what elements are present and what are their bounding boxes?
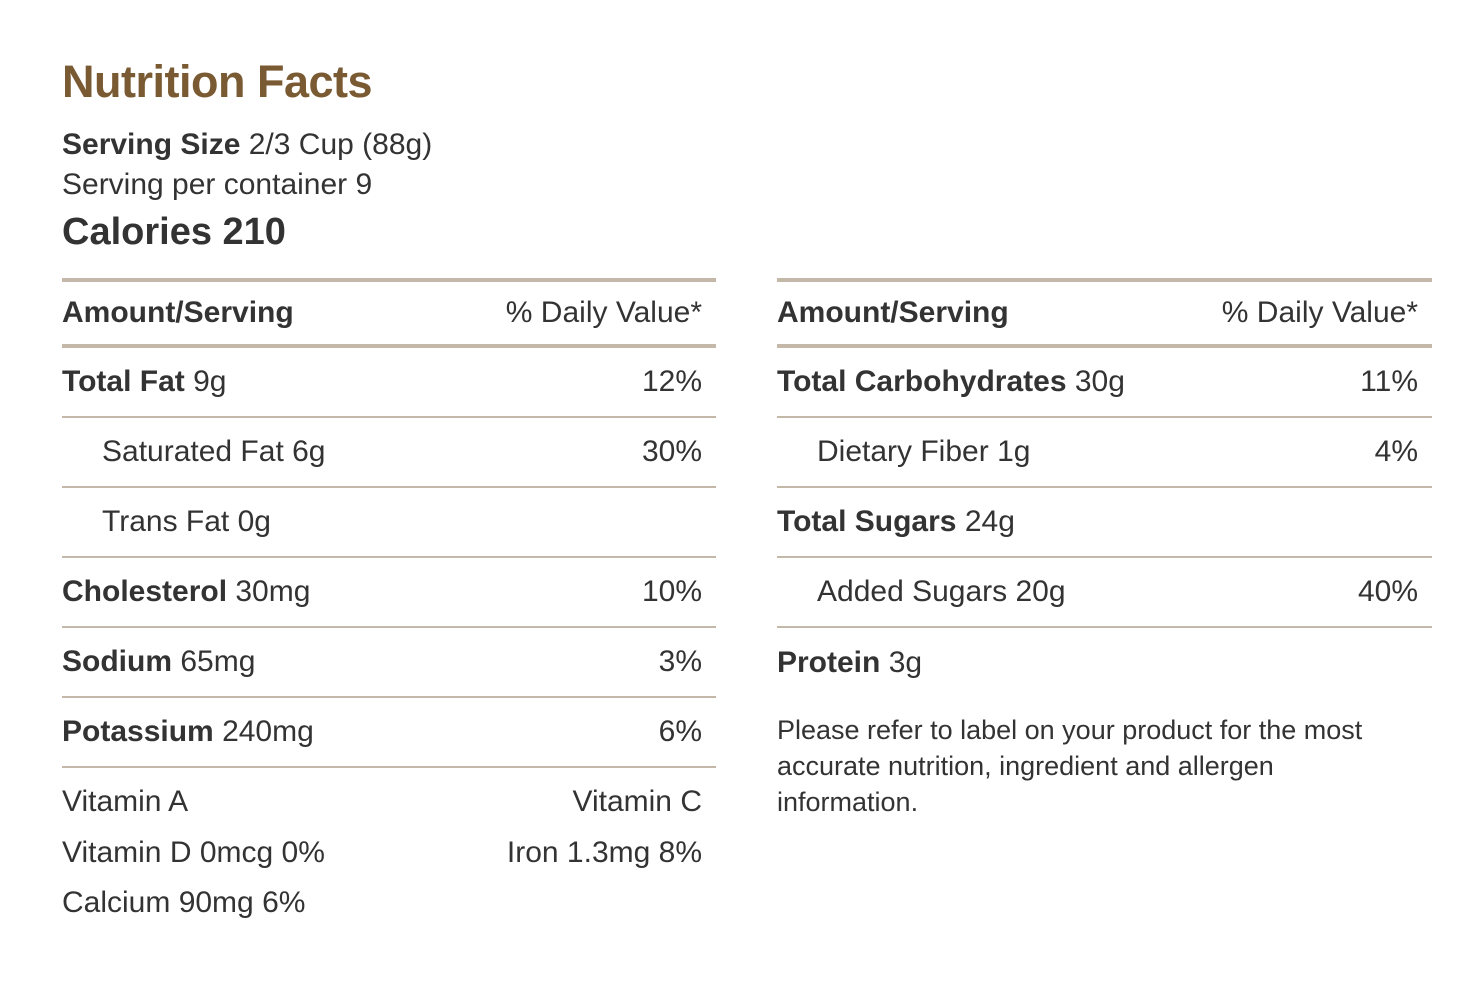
nutrient-name: Cholesterol [62, 575, 228, 608]
calories: Calories 210 [62, 209, 286, 255]
nutrient-amount: 3g [888, 646, 923, 679]
amount-header: Amount/Serving [777, 296, 1009, 329]
nutrient-amount: 1g [997, 435, 1031, 468]
nutrient-amount: 240mg [222, 715, 314, 748]
nutrient-dv: 12% [641, 365, 702, 398]
calcium: Calcium 90mg 6% [62, 886, 306, 919]
nutrient-amount: 65mg [180, 645, 256, 678]
nutrient-amount: 30mg [235, 575, 311, 608]
vitamin-d: Vitamin D 0mcg 0% [62, 836, 325, 869]
nutrient-name: Total Carbohydrates [777, 365, 1067, 398]
iron: Iron 1.3mg 8% [506, 836, 702, 869]
nutrient-dv: 30% [641, 435, 702, 468]
serving-size: Serving Size 2/3 Cup (88g) [62, 126, 432, 164]
amount-header: Amount/Serving [62, 296, 294, 329]
page-title: Nutrition Facts [62, 56, 373, 107]
nutrient-row-protein: Protein 3g [777, 628, 1432, 698]
vitamin-a: Vitamin A [62, 785, 189, 818]
nutrient-row-sodium: Sodium 65mg 3% [62, 628, 716, 698]
nutrient-amount: 9g [193, 365, 227, 398]
nutrient-amount: 0g [237, 505, 271, 538]
nutrient-row-potassium: Potassium 240mg 6% [62, 698, 716, 768]
serving-size-label: Serving Size [62, 128, 241, 161]
nutrient-dv: 10% [641, 575, 702, 608]
nutrient-dv: 3% [658, 645, 702, 678]
nutrient-row-total-carbohydrates: Total Carbohydrates 30g 11% [777, 348, 1432, 418]
nutrient-name: Added Sugars [817, 575, 1008, 608]
right-nutrient-table: Amount/Serving % Daily Value* Total Carb… [777, 278, 1432, 820]
nutrient-name: Trans Fat [102, 505, 230, 538]
serving-size-value: 2/3 Cup (88g) [248, 128, 433, 161]
nutrient-row-dietary-fiber: Dietary Fiber 1g 4% [777, 418, 1432, 488]
daily-value-header: % Daily Value* [1221, 296, 1418, 329]
nutrient-row-total-sugars: Total Sugars 24g [777, 488, 1432, 558]
nutrient-dv: 6% [658, 715, 702, 748]
nutrient-name: Saturated Fat [102, 435, 284, 468]
nutrient-row-trans-fat: Trans Fat 0g [62, 488, 716, 558]
vitamins-section: Vitamin A Vitamin C Vitamin D 0mcg 0% Ir… [62, 776, 716, 928]
nutrient-row-cholesterol: Cholesterol 30mg 10% [62, 558, 716, 628]
disclaimer-note: Please refer to label on your product fo… [777, 715, 1363, 817]
nutrient-name: Total Sugars [777, 505, 957, 538]
nutrient-dv: 11% [1360, 365, 1418, 398]
nutrient-name: Protein [777, 646, 881, 679]
left-nutrient-table: Amount/Serving % Daily Value* Total Fat … [62, 278, 716, 928]
nutrient-amount: 20g [1015, 575, 1066, 608]
table-header: Amount/Serving % Daily Value* [62, 278, 716, 348]
nutrient-amount: 24g [964, 505, 1015, 538]
daily-value-header: % Daily Value* [505, 296, 702, 329]
nutrient-amount: 6g [292, 435, 326, 468]
nutrient-name: Sodium [62, 645, 172, 678]
vitamin-c: Vitamin C [572, 785, 703, 818]
nutrient-row-saturated-fat: Saturated Fat 6g 30% [62, 418, 716, 488]
nutrient-name: Total Fat [62, 365, 185, 398]
nutrient-row-added-sugars: Added Sugars 20g 40% [777, 558, 1432, 628]
servings-per-container: Serving per container 9 [62, 168, 373, 201]
calories-value: 210 [222, 211, 286, 253]
nutrient-dv: 40% [1357, 575, 1418, 608]
table-header: Amount/Serving % Daily Value* [777, 278, 1432, 348]
nutrient-row-total-fat: Total Fat 9g 12% [62, 348, 716, 418]
nutrient-dv: 4% [1374, 435, 1418, 468]
nutrient-name: Potassium [62, 715, 214, 748]
nutrient-amount: 30g [1074, 365, 1125, 398]
nutrient-name: Dietary Fiber [817, 435, 989, 468]
calories-label: Calories [62, 211, 212, 253]
